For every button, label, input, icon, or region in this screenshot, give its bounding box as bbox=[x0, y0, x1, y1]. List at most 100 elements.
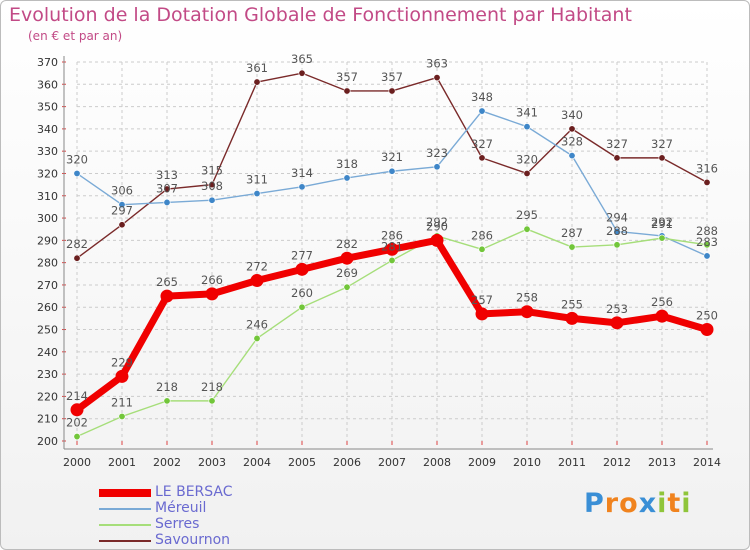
data-label-savournon: 327 bbox=[606, 137, 628, 151]
legend-label: Méreuil bbox=[155, 500, 207, 516]
point-savournon bbox=[613, 154, 621, 162]
data-label-m-reuil: 294 bbox=[606, 210, 628, 224]
point-serres bbox=[208, 397, 216, 405]
data-label-m-reuil: 311 bbox=[246, 173, 268, 187]
data-label-serres: 286 bbox=[471, 228, 493, 242]
y-tick-label: 300 bbox=[37, 212, 58, 225]
point-serres bbox=[478, 245, 486, 253]
point-savournon bbox=[478, 154, 486, 162]
data-label-savournon: 313 bbox=[156, 168, 178, 182]
point-serres bbox=[298, 303, 306, 311]
data-label-le-bersac: 286 bbox=[381, 228, 403, 242]
legend-item: Savournon bbox=[99, 532, 299, 549]
data-label-serres: 211 bbox=[111, 395, 133, 409]
y-tick-label: 260 bbox=[37, 301, 58, 314]
data-label-serres: 246 bbox=[246, 317, 268, 331]
point-m-reuil bbox=[433, 163, 441, 171]
x-tick-label: 2012 bbox=[603, 456, 631, 469]
point-le-bersac bbox=[340, 251, 354, 265]
data-label-savournon: 315 bbox=[201, 164, 223, 178]
logo-letter: o bbox=[619, 488, 639, 519]
point-le-bersac bbox=[565, 311, 579, 325]
legend-item: Serres bbox=[99, 516, 299, 533]
data-label-savournon: 365 bbox=[291, 52, 313, 66]
data-label-le-bersac: 255 bbox=[561, 297, 583, 311]
x-tick-label: 2005 bbox=[288, 456, 316, 469]
data-label-m-reuil: 323 bbox=[426, 146, 448, 160]
chart-legend: LE BERSAC Méreuil Serres Savournon bbox=[99, 484, 299, 549]
data-label-le-bersac: 266 bbox=[201, 273, 223, 287]
point-m-reuil bbox=[523, 123, 531, 131]
legend-item: Méreuil bbox=[99, 500, 299, 517]
point-savournon bbox=[253, 78, 261, 86]
y-tick-label: 200 bbox=[37, 435, 58, 448]
data-label-serres: 269 bbox=[336, 266, 358, 280]
point-savournon bbox=[298, 69, 306, 77]
y-tick-label: 370 bbox=[37, 56, 58, 69]
data-label-m-reuil: 341 bbox=[516, 106, 538, 120]
x-tick-label: 2011 bbox=[558, 456, 586, 469]
data-label-serres: 288 bbox=[696, 224, 718, 238]
point-serres bbox=[613, 241, 621, 249]
data-label-savournon: 357 bbox=[381, 70, 403, 84]
data-label-serres: 292 bbox=[426, 215, 448, 229]
data-label-m-reuil: 292 bbox=[651, 215, 673, 229]
chart-subtitle: (en € et par an) bbox=[28, 29, 123, 43]
data-label-le-bersac: 214 bbox=[66, 389, 88, 403]
point-le-bersac bbox=[295, 262, 309, 276]
point-m-reuil bbox=[253, 190, 261, 198]
y-tick-label: 310 bbox=[37, 190, 58, 203]
x-tick-label: 2001 bbox=[108, 456, 136, 469]
point-serres bbox=[388, 256, 396, 264]
point-m-reuil bbox=[388, 167, 396, 175]
data-label-le-bersac: 258 bbox=[516, 291, 538, 305]
data-label-serres: 260 bbox=[291, 286, 313, 300]
logo-letter: i bbox=[681, 488, 692, 519]
point-m-reuil bbox=[73, 169, 81, 177]
data-label-le-bersac: 272 bbox=[246, 259, 268, 273]
y-tick-label: 340 bbox=[37, 123, 58, 136]
point-le-bersac bbox=[520, 305, 534, 319]
data-label-savournon: 361 bbox=[246, 61, 268, 75]
legend-item: LE BERSAC bbox=[99, 484, 299, 501]
y-tick-label: 230 bbox=[37, 368, 58, 381]
data-label-le-bersac: 257 bbox=[471, 293, 493, 307]
point-savournon bbox=[523, 169, 531, 177]
point-serres bbox=[118, 412, 126, 420]
y-tick-label: 270 bbox=[37, 279, 58, 292]
data-label-le-bersac: 256 bbox=[651, 295, 673, 309]
data-label-le-bersac: 277 bbox=[291, 248, 313, 262]
chart-title: Evolution de la Dotation Globale de Fonc… bbox=[9, 4, 632, 26]
point-le-bersac bbox=[250, 273, 264, 287]
point-m-reuil bbox=[613, 227, 621, 235]
point-savournon bbox=[118, 221, 126, 229]
data-label-le-bersac: 250 bbox=[696, 309, 718, 323]
x-tick-label: 2009 bbox=[468, 456, 496, 469]
logo-letter: r bbox=[604, 488, 620, 519]
point-savournon bbox=[568, 125, 576, 133]
point-savournon bbox=[658, 154, 666, 162]
data-label-savournon: 327 bbox=[651, 137, 673, 151]
logo-letter: x bbox=[638, 488, 658, 519]
data-label-m-reuil: 308 bbox=[201, 179, 223, 193]
x-tick-label: 2006 bbox=[333, 456, 361, 469]
y-tick-label: 290 bbox=[37, 234, 58, 247]
logo-letter: t bbox=[667, 488, 682, 519]
legend-label: LE BERSAC bbox=[155, 484, 233, 500]
point-le-bersac bbox=[205, 287, 219, 301]
y-tick-label: 330 bbox=[37, 145, 58, 158]
point-m-reuil bbox=[343, 174, 351, 182]
point-le-bersac bbox=[160, 289, 174, 303]
point-le-bersac bbox=[700, 323, 714, 337]
data-label-m-reuil: 328 bbox=[561, 135, 583, 149]
y-tick-label: 280 bbox=[37, 257, 58, 270]
data-label-serres: 281 bbox=[381, 239, 403, 253]
x-tick-label: 2002 bbox=[153, 456, 181, 469]
data-label-le-bersac: 265 bbox=[156, 275, 178, 289]
data-label-savournon: 357 bbox=[336, 70, 358, 84]
point-savournon bbox=[208, 181, 216, 189]
legend-swatch bbox=[99, 540, 151, 542]
y-tick-label: 320 bbox=[37, 167, 58, 180]
point-le-bersac bbox=[70, 403, 84, 417]
